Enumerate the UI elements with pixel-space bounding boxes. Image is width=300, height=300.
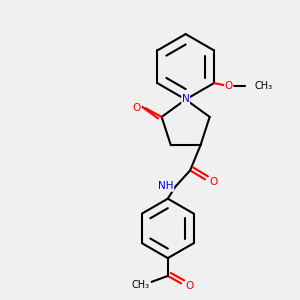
- Text: N: N: [182, 94, 190, 104]
- Text: O: O: [185, 281, 194, 291]
- Text: NH: NH: [158, 181, 174, 191]
- Text: O: O: [133, 103, 141, 113]
- Text: CH₃: CH₃: [254, 81, 272, 91]
- Text: O: O: [225, 81, 233, 91]
- Text: O: O: [209, 177, 218, 187]
- Text: CH₃: CH₃: [132, 280, 150, 290]
